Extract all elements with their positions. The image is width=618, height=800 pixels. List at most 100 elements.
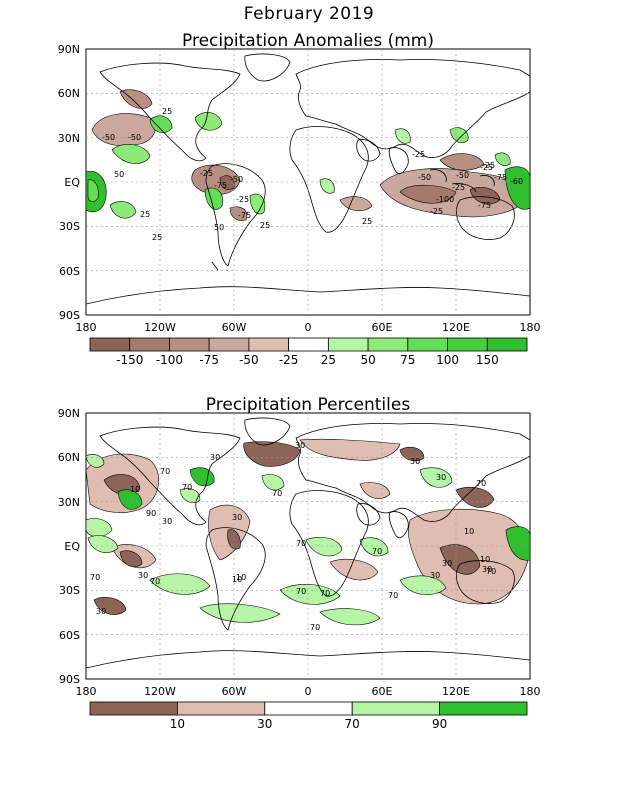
colorbar-label: -150 [116,353,143,367]
lon-label: 180 [76,685,97,698]
colorbar-label: 150 [476,353,499,367]
contour-label: 30 [295,441,305,450]
lon-label: 60W [222,685,247,698]
contour-label: 70 [296,587,306,596]
contour-label: 50 [214,223,224,232]
colorbar-swatch [288,337,329,352]
contour-label: -50 [128,133,141,142]
anomaly-panel: Precipitation Anomalies (mm) [58,31,541,367]
colorbar-swatch [447,337,488,352]
percentile-map: 30 70 70 10 70 90 30 30 70 30 70 10 70 3… [58,407,541,698]
lon-axis: 180 120W 60W 0 60E 120E 180 [76,685,541,698]
colorbar-label: 30 [257,717,272,731]
contour-label: 30 [232,513,242,522]
wet-percentile-regions [86,454,530,626]
lat-label: 30N [58,132,80,145]
lat-label: 90N [58,43,80,56]
contour-label: 70 [310,623,320,632]
contour-labels: 30 70 70 10 70 90 30 30 70 30 70 10 70 3… [90,441,496,632]
contour-label: 30 [436,473,446,482]
contour-label: 70 [320,589,330,598]
lon-label: 120E [442,321,470,334]
colorbar-label: -75 [199,353,219,367]
colorbar-swatch [89,701,178,716]
contour-label: -50 [230,175,243,184]
colorbar-swatch [327,337,369,352]
contour-label: -75 [478,201,491,210]
coastlines [86,417,530,669]
lat-label: EQ [64,540,80,553]
colorbar-swatch [176,701,266,716]
contour-label: 70 [182,483,192,492]
lon-label: 60W [222,321,247,334]
lat-label: 90S [59,673,80,686]
contour-label: 30 [210,453,220,462]
contour-label: 10 [464,527,474,536]
contour-label: -25 [452,183,465,192]
contour-label: 10 [480,555,490,564]
lat-label: 90N [58,407,80,420]
lon-label: 180 [76,321,97,334]
contour-label: 70 [272,489,282,498]
contour-label: 30 [442,559,452,568]
contour-label: 10 [130,485,140,494]
contour-label: -25 [430,207,443,216]
lon-label: 120W [144,321,176,334]
lat-label: 30N [58,496,80,509]
contour-label: -75 [494,173,507,182]
percentile-panel: Precipitation Percentiles [58,395,541,731]
contour-label: -75 [214,181,227,190]
colorbar-swatch [367,337,409,352]
contour-label: -25 [200,169,213,178]
colorbar-swatch [264,701,353,716]
colorbar-label: -100 [156,353,183,367]
colorbar-swatch [439,701,528,716]
contour-label: -60 [510,177,523,186]
contour-label: -75 [238,211,251,220]
lat-axis: 90N 60N 30N EQ 30S 60S 90S [58,43,81,322]
colorbar-label: 75 [400,353,415,367]
contour-label: 25 [162,107,172,116]
lon-label: 120W [144,685,176,698]
lat-label: 30S [59,584,80,597]
contour-label: -50 [102,133,115,142]
contour-label: -25 [480,163,493,172]
colorbar-label: -50 [239,353,259,367]
anomaly-panel-title: Precipitation Anomalies (mm) [182,31,434,51]
contour-label: -50 [418,173,431,182]
contour-label: 25 [362,217,372,226]
contour-label: 25 [152,233,162,242]
colorbar-swatch [407,337,448,352]
contour-label: 70 [388,591,398,600]
lat-label: 60N [58,451,80,464]
contour-label: 30 [482,565,492,574]
colorbar-swatch [129,337,170,352]
figure-title: February 2019 [243,4,375,24]
colorbar-swatch [248,337,290,352]
colorbar-label: 10 [170,717,185,731]
contour-label: -25 [412,150,425,159]
colorbar-label: -25 [279,353,299,367]
gridlines [86,413,530,679]
contour-label: 70 [90,573,100,582]
contour-labels: 25 -50 50 -50 25 -25 -75 -25 -50 -75 -25… [102,107,523,242]
lon-label: 0 [305,685,312,698]
lat-label: 60S [59,629,80,642]
contour-label: 50 [114,170,124,179]
contour-label: 90 [146,509,156,518]
anomaly-colorbar: -150 -100 -75 -50 -25 25 50 75 100 150 [89,337,528,367]
contour-label: 70 [296,539,306,548]
contour-label: 70 [372,547,382,556]
contour-label: -50 [456,171,469,180]
colorbar-label: 50 [360,353,375,367]
colorbar-swatch [169,337,210,352]
contour-label: -25 [482,161,495,170]
lon-label: 60E [372,321,393,334]
contour-label: 30 [430,571,440,580]
lat-label: 60N [58,87,80,100]
lat-axis: 90N 60N 30N EQ 30S 60S 90S [58,407,81,686]
contour-label: 30 [162,517,172,526]
contour-label: 70 [150,577,160,586]
coastlines [86,53,530,305]
colorbar-label: 25 [321,353,336,367]
